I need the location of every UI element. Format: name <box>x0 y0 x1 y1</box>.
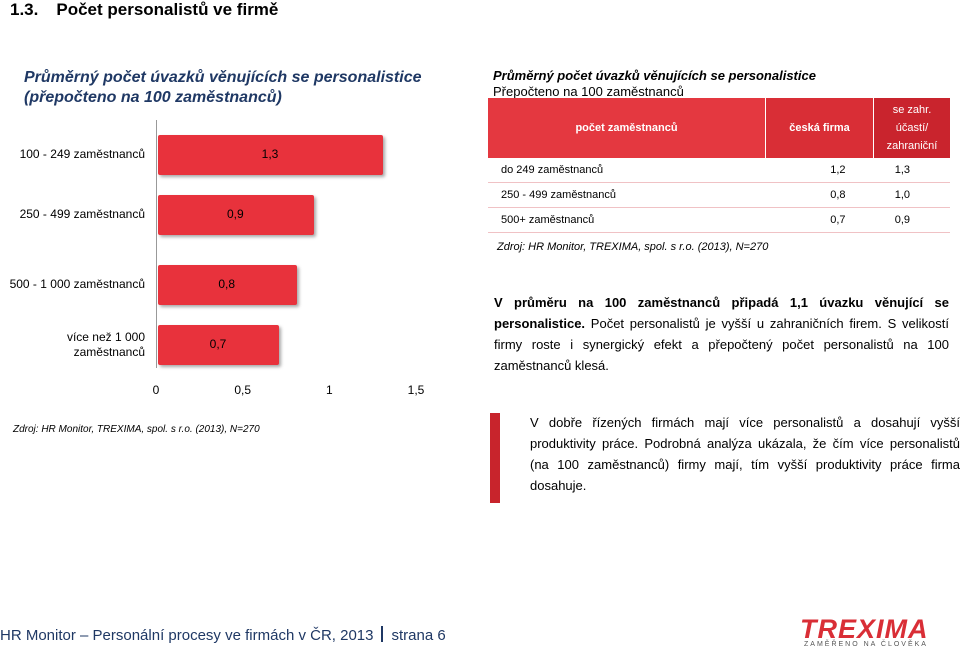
table-header-row: počet zaměstnanců česká firma se zahr. ú… <box>488 98 950 158</box>
table-header-cell: počet zaměstnanců <box>488 98 766 158</box>
logo-wordmark: TREXIMA <box>800 614 929 644</box>
summary-bold: V průměru na 100 zaměstnanců připadá 1,1… <box>494 295 949 331</box>
category-label: 100 - 249 zaměstnanců <box>19 147 145 161</box>
table-header-cell: česká firma <box>765 98 874 158</box>
table-row: 500+ zaměstnanců 0,7 0,9 <box>488 207 950 233</box>
table-cell: do 249 zaměstnanců <box>488 158 766 183</box>
bar-value-label: 0,9 <box>227 207 244 221</box>
footer: HR Monitor – Personální procesy ve firmá… <box>0 626 446 644</box>
category-label: 250 - 499 zaměstnanců <box>19 207 145 221</box>
comparison-table: počet zaměstnanců česká firma se zahr. ú… <box>488 98 950 233</box>
chart-source: Zdroj: HR Monitor, TREXIMA, spol. s r.o.… <box>13 424 260 435</box>
table-cell: 0,7 <box>765 207 874 233</box>
table-cell: 0,8 <box>765 182 874 208</box>
y-axis-line <box>156 120 157 368</box>
bar-chart: 100 - 249 zaměstnanců 1,3 250 - 499 zaměst… <box>0 120 480 400</box>
section-heading: 1.3. Počet personalistů ve firmě <box>10 0 278 20</box>
x-tick-label: 1 <box>325 383 333 397</box>
table-cell: 0,9 <box>873 207 950 233</box>
bar-value-label: 0,8 <box>218 277 236 291</box>
accent-bar <box>490 413 500 503</box>
section-number: 1.3. <box>10 0 39 19</box>
bar <box>158 325 280 365</box>
table-source: Zdroj: HR Monitor, TREXIMA, spol. s r.o.… <box>497 241 769 253</box>
table-row: do 249 zaměstnanců 1,2 1,3 <box>488 158 950 183</box>
category-label: 500 - 1 000 zaměstnanců <box>9 277 145 291</box>
x-tick-label: 0 <box>152 383 160 397</box>
table-title-line2: Přepočteno na 100 zaměstnanců <box>493 84 684 99</box>
summary-paragraph: V průměru na 100 zaměstnanců připadá 1,1… <box>494 292 949 376</box>
footer-separator <box>381 626 384 642</box>
section-title: Počet personalistů ve firmě <box>56 0 279 19</box>
x-tick-label: 0,5 <box>234 383 251 397</box>
x-tick-label: 1,5 <box>407 383 425 397</box>
page-number: strana 6 <box>391 627 446 644</box>
table-cell: 500+ zaměstnanců <box>488 207 766 233</box>
bar <box>158 135 384 175</box>
table-cell: 1,2 <box>765 158 874 183</box>
summary-rest: Počet personalistů je vyšší u zahraniční… <box>494 316 949 373</box>
table-cell: 1,3 <box>873 158 950 183</box>
bar <box>158 265 297 305</box>
chart-title-line2: (přepočteno na 100 zaměstnanců) <box>24 89 282 106</box>
bar-value-label: 0,7 <box>209 337 227 351</box>
table-cell: 250 - 499 zaměstnanců <box>488 182 766 208</box>
table-title: Průměrný počet úvazků věnujících se pers… <box>493 68 816 100</box>
table-header-foreign: se zahr. účastí/ zahraniční <box>886 104 938 152</box>
bar <box>158 195 314 235</box>
table-title-line1: Průměrný počet úvazků věnujících se pers… <box>493 68 816 83</box>
bar-value-label: 1,3 <box>261 147 279 161</box>
trexima-logo: TREXIMA ZAMĚŘENO NA ČLOVĚKA <box>800 614 945 652</box>
table-row: 250 - 499 zaměstnanců 0,8 1,0 <box>488 182 950 208</box>
footer-text: HR Monitor – Personální procesy ve firmá… <box>0 627 374 644</box>
productivity-paragraph: V dobře řízených firmách mají více perso… <box>530 415 960 493</box>
table-header-cell: se zahr. účastí/ zahraniční <box>873 98 950 158</box>
logo-tagline: ZAMĚŘENO NA ČLOVĚKA <box>804 641 928 648</box>
category-label: více než 1 000 zaměstnanců <box>66 330 145 359</box>
chart-title-line1: Průměrný počet úvazků věnujících se pers… <box>24 69 422 86</box>
chart-title: Průměrný počet úvazků věnujících se pers… <box>24 68 421 108</box>
table-cell: 1,0 <box>873 182 950 208</box>
